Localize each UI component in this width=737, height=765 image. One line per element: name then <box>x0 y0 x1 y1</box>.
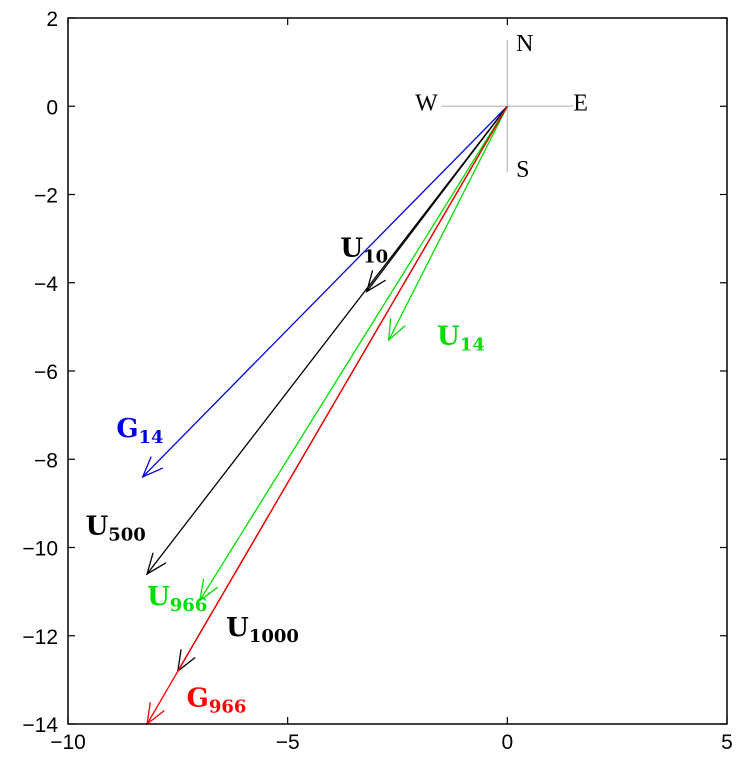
y-tick-label: −14 <box>22 714 58 737</box>
vector-label-sub: 966 <box>209 696 247 717</box>
vector-label-main: U <box>147 582 170 612</box>
vector-label-sub: 14 <box>460 335 485 356</box>
vector-label-main: U <box>226 613 249 643</box>
vector-arrow-g966 <box>146 105 508 726</box>
y-tick-label: 2 <box>46 8 58 31</box>
x-tick-label: −10 <box>50 731 86 754</box>
y-tick-label: −4 <box>34 273 58 296</box>
vector-head <box>146 552 167 576</box>
compass-south-label: S <box>516 157 529 183</box>
vector-arrow-u966 <box>198 105 508 602</box>
x-tick-label: −5 <box>276 731 300 754</box>
vector-label-u500: U500 <box>86 511 146 545</box>
y-tick-label: 0 <box>46 96 58 119</box>
vector-head <box>365 270 386 293</box>
axis-ticks: −10 −5 0 5 2 0 −2 −4 −6 −8 −10 −12 −14 <box>22 8 732 754</box>
vector-head <box>198 578 218 602</box>
vector-label-main: U <box>86 511 109 541</box>
vector-label-sub: 500 <box>108 524 146 545</box>
vector-shaft <box>146 105 508 575</box>
vector-label-sub: 10 <box>363 246 388 267</box>
vector-label-u966: U966 <box>147 582 207 616</box>
vector-label-main: G <box>116 414 138 444</box>
vector-arrow-g14 <box>141 105 508 479</box>
compass-east-label: E <box>573 91 588 117</box>
vector-label-sub: 1000 <box>249 626 299 647</box>
compass-rose: N S E W <box>415 31 588 183</box>
vector-label-g966: G966 <box>187 683 247 717</box>
y-tick-label: −10 <box>22 538 58 561</box>
plot-frame <box>67 17 728 725</box>
y-tick-label: −2 <box>34 185 58 208</box>
y-tick-label: −6 <box>34 361 58 384</box>
vector-label-main: G <box>187 683 209 713</box>
vector-shaft <box>199 105 508 601</box>
vector-shaft <box>146 105 508 725</box>
vector-label-u14: U14 <box>437 322 485 356</box>
vector-shaft <box>142 105 508 478</box>
y-tick-label: −12 <box>22 626 58 649</box>
vector-head <box>141 456 164 479</box>
vector-shaft <box>388 105 508 341</box>
vector-label-u1000: U1000 <box>226 613 299 647</box>
vector-arrow-u500 <box>146 105 508 576</box>
y-tick-label: −8 <box>34 449 58 472</box>
vector-head <box>387 318 406 342</box>
vector-label-sub: 966 <box>170 595 208 616</box>
vector-label-g14: G14 <box>116 414 163 448</box>
vector-label-main: U <box>340 233 363 263</box>
vector-label-sub: 14 <box>139 427 164 448</box>
vector-arrow-u14 <box>387 105 508 342</box>
vector-label-main: U <box>437 322 460 352</box>
x-tick-label: 5 <box>721 731 733 754</box>
compass-west-label: W <box>415 91 438 117</box>
vector-series <box>141 105 508 726</box>
vector-label-u10: U10 <box>340 233 388 267</box>
compass-north-label: N <box>516 31 533 57</box>
x-tick-label: 0 <box>501 731 513 754</box>
